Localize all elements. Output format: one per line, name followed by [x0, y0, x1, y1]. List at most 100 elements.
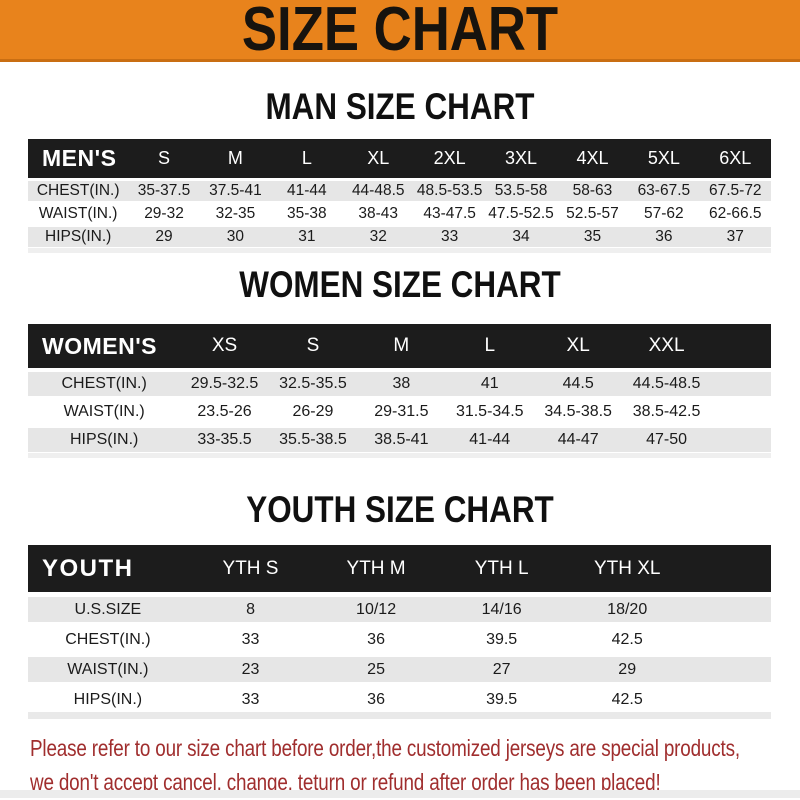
cell: 33: [413, 227, 486, 247]
table-row: U.S.SIZE 8 10/12 14/16 18/20: [28, 597, 771, 622]
spacer-cell: [689, 657, 771, 682]
women-table-corner-label: WOMEN'S: [28, 324, 181, 368]
cell: 67.5-72: [699, 181, 771, 201]
cell: 35-38: [271, 204, 343, 224]
spacer-cell: [710, 400, 771, 424]
youth-size-table: YOUTH YTH S YTH M YTH L YTH XL U.S.SIZE …: [28, 540, 771, 717]
table-row: WAIST(IN.) 23 25 27 29: [28, 657, 771, 682]
banner: SIZE CHART: [0, 0, 800, 62]
cell: 31.5-34.5: [445, 400, 534, 424]
cell: 38: [357, 372, 446, 396]
table-row: HIPS(IN.) 33 36 39.5 42.5: [28, 687, 771, 712]
banner-title: SIZE CHART: [241, 0, 559, 64]
column-header: XXL: [622, 324, 711, 368]
cell: 43-47.5: [413, 204, 486, 224]
women-header-row: WOMEN'S XS S M L XL XXL: [28, 324, 771, 368]
cell: 41-44: [271, 181, 343, 201]
cell: 27: [438, 657, 565, 682]
column-header: M: [199, 139, 272, 178]
youth-table-corner-label: YOUTH: [28, 545, 188, 592]
row-label: CHEST(IN.): [28, 627, 188, 652]
cell: 63-67.5: [628, 181, 700, 201]
row-label: HIPS(IN.): [28, 428, 181, 452]
men-size-table: MEN'S S M L XL 2XL 3XL 4XL 5XL 6XL CHEST…: [28, 136, 771, 250]
row-label: WAIST(IN.): [28, 657, 188, 682]
cell: 38.5-42.5: [622, 400, 711, 424]
column-header: 5XL: [628, 139, 700, 178]
disclaimer-line-1: Please refer to our size chart before or…: [30, 735, 740, 761]
column-header: XS: [180, 324, 269, 368]
cell: 62-66.5: [699, 204, 771, 224]
men-section-title: MAN SIZE CHART: [265, 86, 535, 127]
disclaimer: Please refer to our size chart before or…: [30, 731, 800, 799]
column-header: S: [128, 139, 200, 178]
cell: 23: [187, 657, 314, 682]
cell: 41-44: [445, 428, 534, 452]
men-table-corner-label: MEN'S: [28, 139, 129, 178]
cell: 39.5: [438, 687, 565, 712]
spacer-cell: [689, 687, 771, 712]
cell: 29-32: [128, 204, 200, 224]
table-row: CHEST(IN.) 33 36 39.5 42.5: [28, 627, 771, 652]
cell: 23.5-26: [180, 400, 269, 424]
column-header: YTH S: [187, 545, 314, 592]
row-label: WAIST(IN.): [28, 204, 129, 224]
cell: 18/20: [564, 597, 690, 622]
cell: 31: [271, 227, 343, 247]
cell: 44-48.5: [342, 181, 414, 201]
cell: 30: [199, 227, 272, 247]
cell: 34.5-38.5: [533, 400, 623, 424]
cell: 32.5-35.5: [268, 372, 358, 396]
cell: 58-63: [556, 181, 629, 201]
page-bottom-shadow: [0, 790, 800, 798]
youth-header-row: YOUTH YTH S YTH M YTH L YTH XL: [28, 545, 771, 592]
cell: 33: [187, 687, 314, 712]
table-shadow: [28, 248, 771, 253]
row-label: HIPS(IN.): [28, 227, 129, 247]
cell: 44.5: [533, 372, 623, 396]
cell: 53.5-58: [485, 181, 557, 201]
spacer-cell: [689, 627, 771, 652]
cell: 25: [313, 657, 439, 682]
youth-section-title: YOUTH SIZE CHART: [246, 489, 554, 530]
cell: 29-31.5: [357, 400, 446, 424]
cell: 36: [313, 687, 439, 712]
row-label: U.S.SIZE: [28, 597, 188, 622]
spacer-cell: [710, 428, 771, 452]
cell: 35.5-38.5: [268, 428, 358, 452]
cell: 37.5-41: [199, 181, 272, 201]
cell: 35-37.5: [128, 181, 200, 201]
column-header: YTH M: [313, 545, 439, 592]
cell: 39.5: [438, 627, 565, 652]
cell: 32: [342, 227, 414, 247]
cell: 42.5: [564, 687, 690, 712]
cell: 36: [628, 227, 700, 247]
cell: 36: [313, 627, 439, 652]
table-row: HIPS(IN.) 33-35.5 35.5-38.5 38.5-41 41-4…: [28, 428, 771, 452]
cell: 47-50: [622, 428, 711, 452]
table-shadow: [28, 453, 771, 458]
spacer-cell: [710, 324, 771, 368]
spacer-cell: [710, 372, 771, 396]
cell: 8: [187, 597, 314, 622]
cell: 29: [564, 657, 690, 682]
row-label: CHEST(IN.): [28, 181, 129, 201]
cell: 48.5-53.5: [413, 181, 486, 201]
table-row: WAIST(IN.) 29-32 32-35 35-38 38-43 43-47…: [28, 204, 771, 224]
row-label: CHEST(IN.): [28, 372, 181, 396]
column-header: M: [357, 324, 446, 368]
column-header: S: [268, 324, 358, 368]
spacer-cell: [689, 545, 771, 592]
column-header: 3XL: [485, 139, 557, 178]
cell: 38-43: [342, 204, 414, 224]
row-label: WAIST(IN.): [28, 400, 181, 424]
cell: 42.5: [564, 627, 690, 652]
cell: 57-62: [628, 204, 700, 224]
men-header-row: MEN'S S M L XL 2XL 3XL 4XL 5XL 6XL: [28, 139, 771, 178]
cell: 29: [128, 227, 200, 247]
cell: 33: [187, 627, 314, 652]
cell: 35: [556, 227, 629, 247]
cell: 44-47: [533, 428, 623, 452]
cell: 38.5-41: [357, 428, 446, 452]
